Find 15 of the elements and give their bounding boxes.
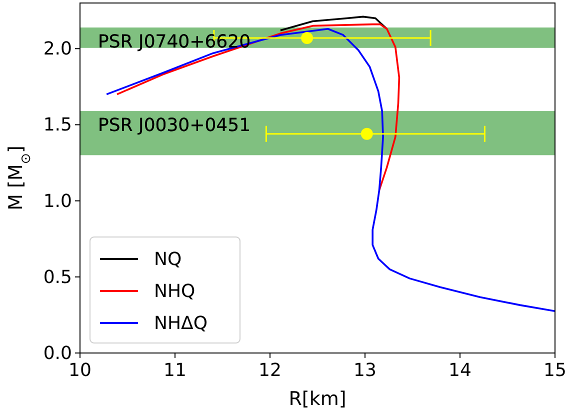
x-tick-label: 12 xyxy=(258,360,282,381)
x-tick-label: 14 xyxy=(448,360,472,381)
line-series xyxy=(280,16,388,32)
y-tick-label: 1.5 xyxy=(43,114,72,136)
legend-label: NHΔQ xyxy=(154,313,208,334)
legend-label: NQ xyxy=(154,249,182,270)
legend-label: NHQ xyxy=(154,281,196,302)
y-tick-label: 0.5 xyxy=(43,266,72,288)
band-label: PSR J0030+0451 xyxy=(98,115,251,136)
x-tick-label: 15 xyxy=(544,360,566,381)
x-axis-title: R[km] xyxy=(288,388,346,410)
y-tick-label: 1.0 xyxy=(43,190,72,212)
x-tick-label: 13 xyxy=(354,360,376,381)
y-tick-label: 2.0 xyxy=(43,38,72,60)
x-tick-label: 11 xyxy=(164,360,186,381)
